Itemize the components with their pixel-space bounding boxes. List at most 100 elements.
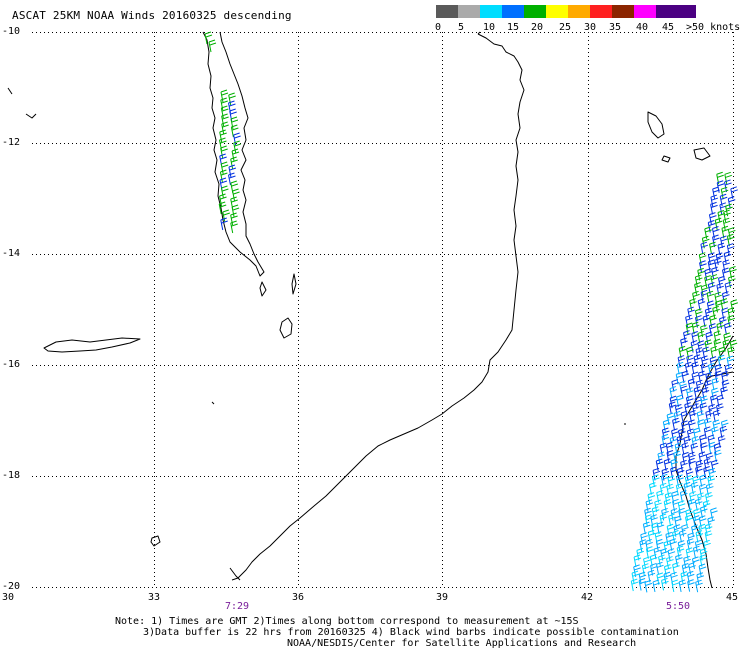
wind-barb bbox=[652, 579, 661, 593]
legend-swatch bbox=[612, 5, 634, 18]
wind-barb bbox=[651, 506, 660, 519]
legend-swatch bbox=[568, 5, 590, 18]
legend-swatch bbox=[480, 5, 502, 18]
wind-barb bbox=[685, 547, 694, 560]
wind-barb bbox=[694, 274, 703, 288]
wind-barb bbox=[642, 521, 651, 535]
lat-tick-label: -18 bbox=[2, 470, 21, 481]
wind-barb bbox=[691, 361, 700, 375]
wind-barb bbox=[708, 323, 717, 336]
wind-barb bbox=[686, 346, 694, 359]
wind-barb bbox=[219, 129, 227, 143]
wind-barb bbox=[706, 290, 715, 304]
wind-speed-legend: 0 5 10 15 20 25 30 35 40 45 >50 knots bbox=[435, 4, 740, 34]
wind-barb bbox=[727, 226, 736, 240]
wind-barb bbox=[669, 386, 678, 399]
wind-barb bbox=[668, 401, 677, 415]
lake-chilwa-outline bbox=[279, 317, 293, 339]
wind-barb bbox=[704, 268, 712, 281]
wind-barb bbox=[220, 217, 228, 231]
wind-barb bbox=[644, 579, 653, 593]
wind-barb bbox=[683, 555, 691, 569]
wind-barb bbox=[228, 164, 237, 178]
lon-tick-label: 33 bbox=[148, 592, 161, 603]
wind-barb bbox=[697, 340, 705, 353]
wind-barb bbox=[707, 434, 716, 448]
wind-barb bbox=[657, 451, 666, 465]
wind-barb bbox=[230, 180, 238, 194]
wind-barb bbox=[219, 169, 228, 183]
wind-barb bbox=[700, 362, 709, 376]
wind-barb bbox=[230, 124, 239, 138]
wind-barb bbox=[713, 330, 722, 344]
wind-barb bbox=[694, 282, 702, 295]
wind-barb bbox=[221, 113, 229, 127]
wind-barb bbox=[658, 554, 666, 568]
wind-barb bbox=[707, 362, 716, 376]
wind-barb bbox=[684, 514, 693, 528]
wind-barb bbox=[697, 419, 705, 432]
wind-barb bbox=[681, 442, 690, 455]
wind-barb bbox=[647, 492, 656, 505]
wind-barb bbox=[674, 404, 683, 417]
wind-barb bbox=[651, 474, 660, 487]
wind-barb bbox=[233, 132, 241, 146]
wind-barb bbox=[704, 307, 713, 321]
wind-barb bbox=[719, 235, 728, 249]
wind-barb bbox=[710, 201, 718, 215]
wind-barb bbox=[691, 524, 699, 537]
wind-barb bbox=[645, 499, 654, 512]
wind-barb bbox=[232, 188, 240, 202]
legend-label: 0 bbox=[435, 22, 442, 33]
wind-barb bbox=[700, 395, 708, 409]
wind-barb bbox=[692, 290, 700, 304]
wind-barb bbox=[231, 204, 240, 218]
wind-barb bbox=[723, 332, 731, 345]
wind-barb bbox=[717, 275, 726, 289]
wind-barb bbox=[681, 451, 690, 465]
wind-barb bbox=[678, 428, 686, 441]
wind-barb bbox=[689, 298, 697, 311]
note-line: Note: 1) Times are GMT 2)Times along bot… bbox=[115, 616, 579, 627]
wind-barb bbox=[714, 363, 723, 377]
legend-label: 25 bbox=[559, 22, 572, 33]
wind-barb bbox=[668, 513, 676, 527]
wind-barb bbox=[678, 529, 687, 543]
map-title: ASCAT 25KM NOAA Winds 20160325 descendin… bbox=[12, 9, 292, 22]
wind-barb bbox=[693, 386, 702, 399]
wind-barb bbox=[699, 260, 707, 273]
wind-barb bbox=[672, 417, 680, 431]
wind-barb bbox=[694, 498, 703, 511]
wind-barb bbox=[220, 185, 229, 199]
mozambique-coastline bbox=[231, 33, 525, 581]
wind-barb bbox=[671, 379, 680, 392]
lat-tick-label: -14 bbox=[2, 248, 21, 259]
wind-barb bbox=[721, 291, 730, 304]
wind-barb bbox=[219, 193, 227, 207]
wind-barb bbox=[721, 267, 730, 281]
wind-barb bbox=[230, 116, 239, 130]
wind-barb bbox=[709, 356, 718, 369]
pass-time-label: 7:29 bbox=[225, 601, 250, 612]
coastline bbox=[7, 31, 734, 589]
wind-barb bbox=[676, 361, 685, 375]
wind-barb bbox=[710, 345, 718, 359]
wind-barb bbox=[700, 355, 709, 368]
wind-barb bbox=[716, 321, 725, 335]
wind-barb bbox=[218, 201, 227, 215]
lake-malawi-outline bbox=[202, 31, 265, 277]
wind-barb bbox=[699, 402, 708, 415]
wind-barb bbox=[711, 377, 720, 391]
legend-swatch bbox=[656, 5, 696, 18]
wind-barb bbox=[705, 492, 713, 505]
wind-barb bbox=[208, 39, 217, 53]
wind-barb bbox=[707, 252, 716, 265]
wind-barb bbox=[715, 252, 724, 265]
legend-label: >50 knots bbox=[686, 22, 740, 33]
wind-barb bbox=[680, 410, 689, 424]
wind-barb bbox=[718, 346, 726, 360]
wind-barb bbox=[666, 450, 675, 463]
wind-barb bbox=[720, 186, 729, 200]
wind-barb bbox=[688, 457, 696, 471]
wind-barb bbox=[640, 532, 648, 545]
